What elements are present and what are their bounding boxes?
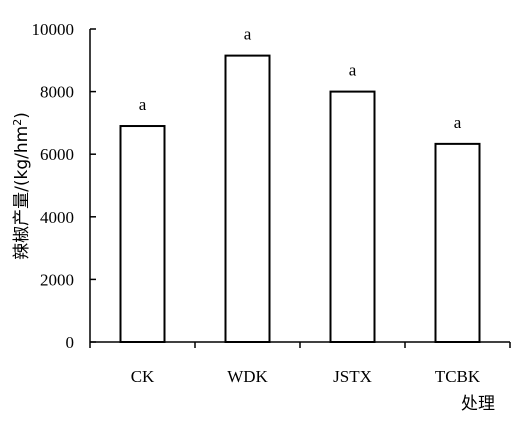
data-label: a — [349, 61, 357, 80]
bar-jstx — [329, 90, 376, 343]
x-axis: CK WDK JSTX TCBK — [89, 341, 511, 386]
data-label: a — [139, 95, 147, 114]
y-tick-label: 0 — [66, 333, 75, 352]
y-tick-label: 8000 — [40, 83, 74, 102]
data-label: a — [244, 25, 252, 44]
y-tick-label: 2000 — [40, 270, 74, 289]
y-tick-label: 10000 — [32, 20, 75, 39]
x-tick-label: CK — [131, 367, 155, 386]
data-label: a — [454, 113, 462, 132]
y-tick-label: 4000 — [40, 208, 74, 227]
bars — [119, 54, 481, 343]
x-axis-title: 处理 — [461, 394, 495, 414]
x-tick-label: WDK — [227, 367, 268, 386]
data-labels: a a a a — [139, 25, 462, 132]
y-tick-label: 6000 — [40, 145, 74, 164]
x-tick-label: JSTX — [333, 367, 372, 386]
y-axis: 0 2000 4000 6000 8000 10000 — [32, 20, 96, 352]
y-axis-title: 辣椒产量/(kg/hm2) — [11, 112, 33, 260]
bar-wdk — [224, 54, 271, 343]
bar-tcbk — [434, 142, 481, 343]
bar-ck — [119, 125, 166, 343]
x-tick-label: TCBK — [435, 367, 481, 386]
